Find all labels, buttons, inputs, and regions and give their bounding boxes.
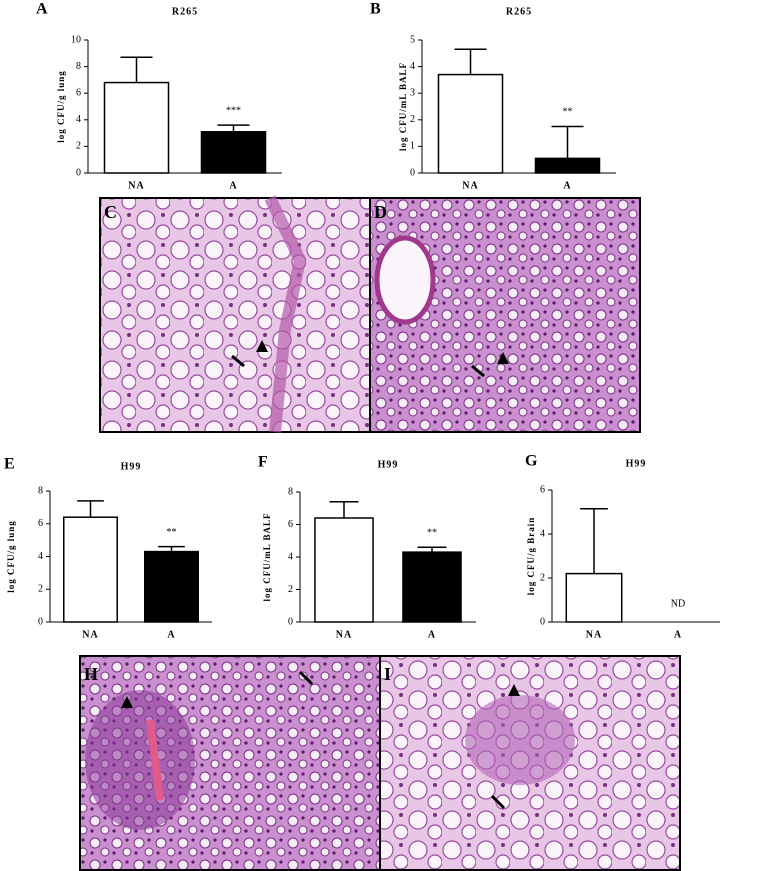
x-tick-label: NA bbox=[462, 180, 478, 191]
y-tick-label: 0 bbox=[288, 616, 293, 627]
y-tick-label: 4 bbox=[288, 551, 293, 562]
y-tick-label: 0 bbox=[540, 616, 545, 627]
y-axis-label: log CFU/g lung bbox=[6, 520, 16, 593]
y-tick-label: 0 bbox=[76, 167, 81, 178]
bar bbox=[565, 572, 623, 623]
image-label: I bbox=[384, 664, 391, 684]
chart-title: H99 bbox=[121, 461, 142, 472]
panel-letter: B bbox=[370, 1, 381, 18]
y-axis-label: log CFU/g Brain bbox=[526, 517, 536, 596]
bar bbox=[437, 73, 504, 174]
x-tick-label: A bbox=[674, 629, 682, 640]
histology-c: C bbox=[99, 195, 371, 433]
x-tick-label: A bbox=[563, 180, 571, 191]
y-tick-label: 8 bbox=[38, 485, 43, 496]
y-tick-label: 2 bbox=[410, 114, 415, 125]
chart-title: R265 bbox=[506, 6, 532, 17]
y-tick-label: 0 bbox=[38, 616, 43, 627]
bar bbox=[402, 551, 462, 623]
y-tick-label: 6 bbox=[288, 519, 293, 530]
annotation: ** bbox=[167, 527, 177, 538]
y-tick-label: 6 bbox=[76, 87, 81, 98]
bar bbox=[200, 131, 267, 174]
image-label: H bbox=[84, 664, 98, 684]
y-tick-label: 4 bbox=[410, 61, 415, 72]
bar bbox=[534, 157, 601, 174]
x-tick-label: NA bbox=[128, 180, 144, 191]
bar bbox=[103, 81, 170, 174]
y-tick-label: 8 bbox=[76, 61, 81, 72]
y-axis-label: log CFU/mL BALF bbox=[398, 62, 408, 151]
x-tick-label: A bbox=[229, 180, 237, 191]
histology-h: H bbox=[79, 655, 381, 871]
annotation: ND bbox=[671, 598, 685, 609]
y-tick-label: 0 bbox=[410, 167, 415, 178]
y-tick-label: 6 bbox=[540, 484, 545, 495]
y-tick-label: 2 bbox=[76, 141, 81, 152]
y-tick-label: 8 bbox=[288, 486, 293, 497]
x-tick-label: NA bbox=[586, 629, 602, 640]
x-tick-label: A bbox=[428, 629, 436, 640]
histology-d: D bbox=[369, 197, 641, 433]
bar bbox=[63, 516, 118, 623]
y-tick-label: 2 bbox=[288, 584, 293, 595]
y-tick-label: 4 bbox=[540, 528, 545, 539]
y-tick-label: 3 bbox=[410, 87, 415, 98]
x-tick-label: A bbox=[167, 629, 175, 640]
x-tick-label: NA bbox=[336, 629, 352, 640]
annotation: *** bbox=[226, 105, 241, 116]
annotation: ** bbox=[427, 528, 437, 539]
chart-title: H99 bbox=[626, 458, 647, 469]
histology-i: I bbox=[379, 655, 681, 871]
image-label: C bbox=[104, 202, 117, 222]
bar bbox=[314, 517, 374, 623]
y-tick-label: 4 bbox=[38, 551, 43, 562]
y-tick-label: 5 bbox=[410, 34, 415, 45]
bar bbox=[144, 550, 199, 623]
panel-letter: F bbox=[258, 454, 268, 471]
y-tick-label: 4 bbox=[76, 114, 81, 125]
panel-letter: A bbox=[36, 1, 48, 18]
image-label: D bbox=[374, 202, 387, 222]
y-tick-label: 2 bbox=[38, 584, 43, 595]
chart-title: H99 bbox=[378, 459, 399, 470]
y-axis-label: log CFU/mL BALF bbox=[262, 512, 272, 601]
panel-letter: E bbox=[4, 456, 15, 473]
x-tick-label: NA bbox=[82, 629, 98, 640]
y-axis-label: log CFU/g lung bbox=[56, 70, 66, 143]
annotation: ** bbox=[563, 107, 573, 118]
panel-letter: G bbox=[525, 453, 538, 470]
chart-title: R265 bbox=[172, 6, 198, 17]
y-tick-label: 6 bbox=[38, 518, 43, 529]
y-tick-label: 1 bbox=[410, 141, 415, 152]
y-tick-label: 10 bbox=[71, 34, 81, 45]
y-tick-label: 2 bbox=[540, 572, 545, 583]
